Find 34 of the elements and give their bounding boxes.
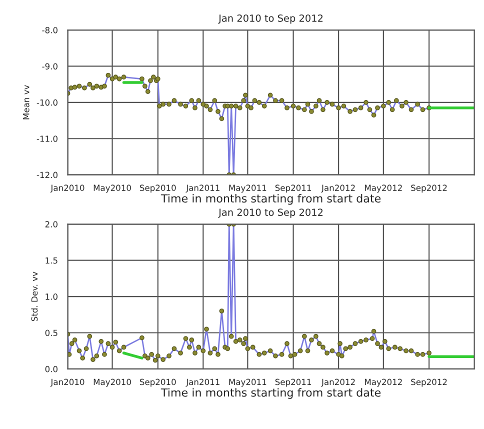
x-axis-title: Time in months starting from start date (160, 388, 381, 399)
x-axis-title: Time in months starting from start date (160, 194, 381, 205)
y-tick-label: -8.0 (42, 27, 58, 34)
y-tick-label: 1.5 (46, 257, 58, 264)
y-tick-label: 0.5 (45, 330, 58, 336)
x-tick-label: Jan2010 (50, 184, 84, 193)
x-tick-label: May2012 (365, 378, 402, 387)
x-tick-label: Sep2010 (140, 184, 176, 193)
x-tick-label: Jan2010 (50, 378, 84, 387)
y-tick-label: -11.0 (36, 136, 58, 142)
x-tick-label: May2011 (229, 378, 266, 387)
y-tick-label: -10.0 (36, 99, 58, 106)
y-tick-label: 2.0 (45, 221, 58, 228)
x-tick-label: May2010 (94, 378, 131, 387)
x-tick-label: Jan2011 (186, 378, 220, 387)
x-tick-label: Jan2011 (186, 184, 220, 193)
y-axis-title: Mean vv (23, 85, 30, 120)
chart-title: Jan 2010 to Sep 2012 (218, 14, 323, 24)
x-tick-label: Sep2010 (140, 378, 176, 387)
x-tick-label: Jan2012 (321, 378, 355, 387)
y-tick-label: 0.0 (45, 366, 58, 372)
y-axis-title: Std. Dev. vv (31, 272, 38, 322)
x-tick-label: May2010 (94, 184, 131, 193)
x-tick-label: May2011 (229, 184, 266, 193)
x-tick-label: Sep2012 (411, 378, 447, 387)
x-tick-label: Sep2012 (411, 184, 447, 193)
chart-title: Jan 2010 to Sep 2012 (218, 208, 323, 218)
y-tick-label: -9.0 (42, 63, 58, 70)
x-tick-label: Sep2011 (275, 378, 311, 387)
y-tick-label: 1.0 (46, 294, 58, 300)
x-tick-label: Sep2011 (275, 184, 311, 193)
x-tick-label: May2012 (365, 184, 402, 193)
x-tick-label: Jan2012 (321, 184, 355, 193)
y-tick-label: -12.0 (36, 172, 58, 178)
